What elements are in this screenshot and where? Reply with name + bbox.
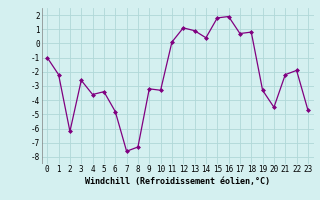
X-axis label: Windchill (Refroidissement éolien,°C): Windchill (Refroidissement éolien,°C): [85, 177, 270, 186]
